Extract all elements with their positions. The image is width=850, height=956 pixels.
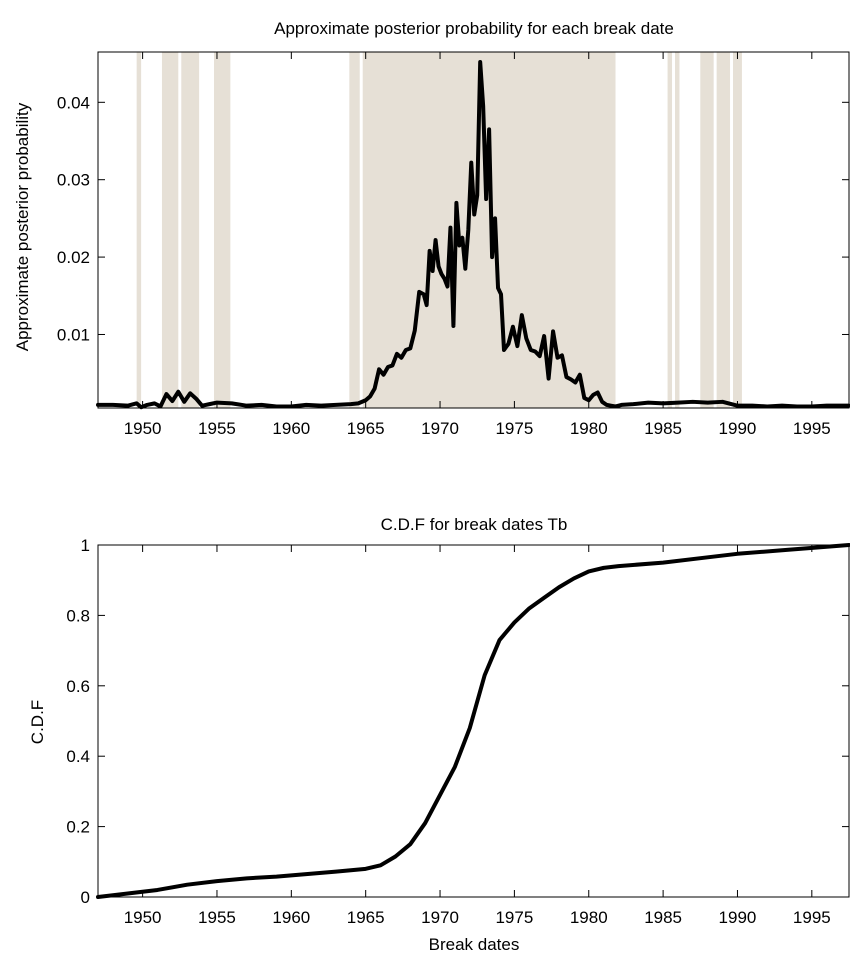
posterior-chart-ylabel: Approximate posterior probability bbox=[13, 102, 32, 351]
posterior-shaded-region-10 bbox=[733, 52, 742, 408]
cdf-series bbox=[96, 543, 850, 899]
posterior-ytick-label: 0.02 bbox=[57, 248, 90, 267]
posterior-xtick-label: 1985 bbox=[644, 419, 682, 438]
cdf-chart-title: C.D.F for break dates Tb bbox=[381, 515, 568, 534]
posterior-xtick-label: 1965 bbox=[347, 419, 385, 438]
cdf-ytick-label: 0.2 bbox=[66, 818, 90, 837]
posterior-xtick-label: 1970 bbox=[421, 419, 459, 438]
posterior-shaded-region-8 bbox=[700, 52, 714, 408]
posterior-shaded-region-4 bbox=[349, 52, 360, 408]
cdf-chart-xlabel: Break dates bbox=[429, 935, 520, 954]
posterior-shaded-region-3 bbox=[213, 52, 231, 408]
cdf-xtick-label: 1970 bbox=[421, 908, 459, 927]
posterior-ytick-label: 0.04 bbox=[57, 93, 90, 112]
cdf-plot-frame bbox=[97, 544, 850, 898]
posterior-shaded-region-1 bbox=[161, 52, 179, 408]
posterior-xtick-label: 1990 bbox=[719, 419, 757, 438]
cdf-xtick-label: 1995 bbox=[793, 908, 831, 927]
posterior-xtick-label: 1980 bbox=[570, 419, 608, 438]
posterior-xtick-label: 1950 bbox=[124, 419, 162, 438]
cdf-ytick-label: 0.6 bbox=[66, 677, 90, 696]
cdf-ytick-label: 0 bbox=[81, 888, 90, 907]
posterior-ticks: 1950 1955 1960 1965 1970 1975 1980 1985 1990 1995… bbox=[57, 52, 849, 438]
cdf-chart-ylabel: C.D.F bbox=[28, 700, 47, 744]
cdf-series-line-0 bbox=[96, 543, 850, 899]
posterior-ytick-label: 0.03 bbox=[57, 171, 90, 190]
posterior-shaded-region-0 bbox=[136, 52, 142, 408]
posterior-series bbox=[96, 60, 850, 410]
cdf-ytick-label: 1 bbox=[81, 536, 90, 555]
cdf-chart: C.D.F for break dates Tb C.D.F Break dat… bbox=[28, 515, 850, 954]
posterior-shaded-region-9 bbox=[716, 52, 731, 408]
posterior-shaded-region-6 bbox=[667, 52, 673, 408]
cdf-xtick-label: 1950 bbox=[124, 908, 162, 927]
posterior-shaded-regions bbox=[136, 52, 742, 408]
cdf-xtick-label: 1990 bbox=[719, 908, 757, 927]
cdf-xtick-label: 1975 bbox=[495, 908, 533, 927]
cdf-xtick-label: 1955 bbox=[198, 908, 236, 927]
posterior-plot-frame bbox=[97, 51, 850, 409]
posterior-xtick-label: 1960 bbox=[272, 419, 310, 438]
posterior-shaded-region-2 bbox=[181, 52, 200, 408]
posterior-chart: Approximate posterior probability for ea… bbox=[13, 19, 850, 438]
cdf-xtick-label: 1965 bbox=[347, 908, 385, 927]
cdf-xtick-label: 1960 bbox=[272, 908, 310, 927]
posterior-shaded-region-7 bbox=[675, 52, 680, 408]
posterior-xtick-label: 1955 bbox=[198, 419, 236, 438]
cdf-ytick-label: 0.8 bbox=[66, 606, 90, 625]
posterior-xtick-label: 1975 bbox=[495, 419, 533, 438]
cdf-xtick-label: 1980 bbox=[570, 908, 608, 927]
cdf-xtick-label: 1985 bbox=[644, 908, 682, 927]
cdf-ticks: 1950 1955 1960 1965 1970 1975 1980 1985 1990 1995… bbox=[66, 536, 849, 927]
posterior-xtick-label: 1995 bbox=[793, 419, 831, 438]
posterior-ytick-label: 0.01 bbox=[57, 325, 90, 344]
posterior-chart-title: Approximate posterior probability for ea… bbox=[274, 19, 674, 38]
cdf-ytick-label: 0.4 bbox=[66, 747, 90, 766]
posterior-series-line-0 bbox=[96, 60, 850, 410]
